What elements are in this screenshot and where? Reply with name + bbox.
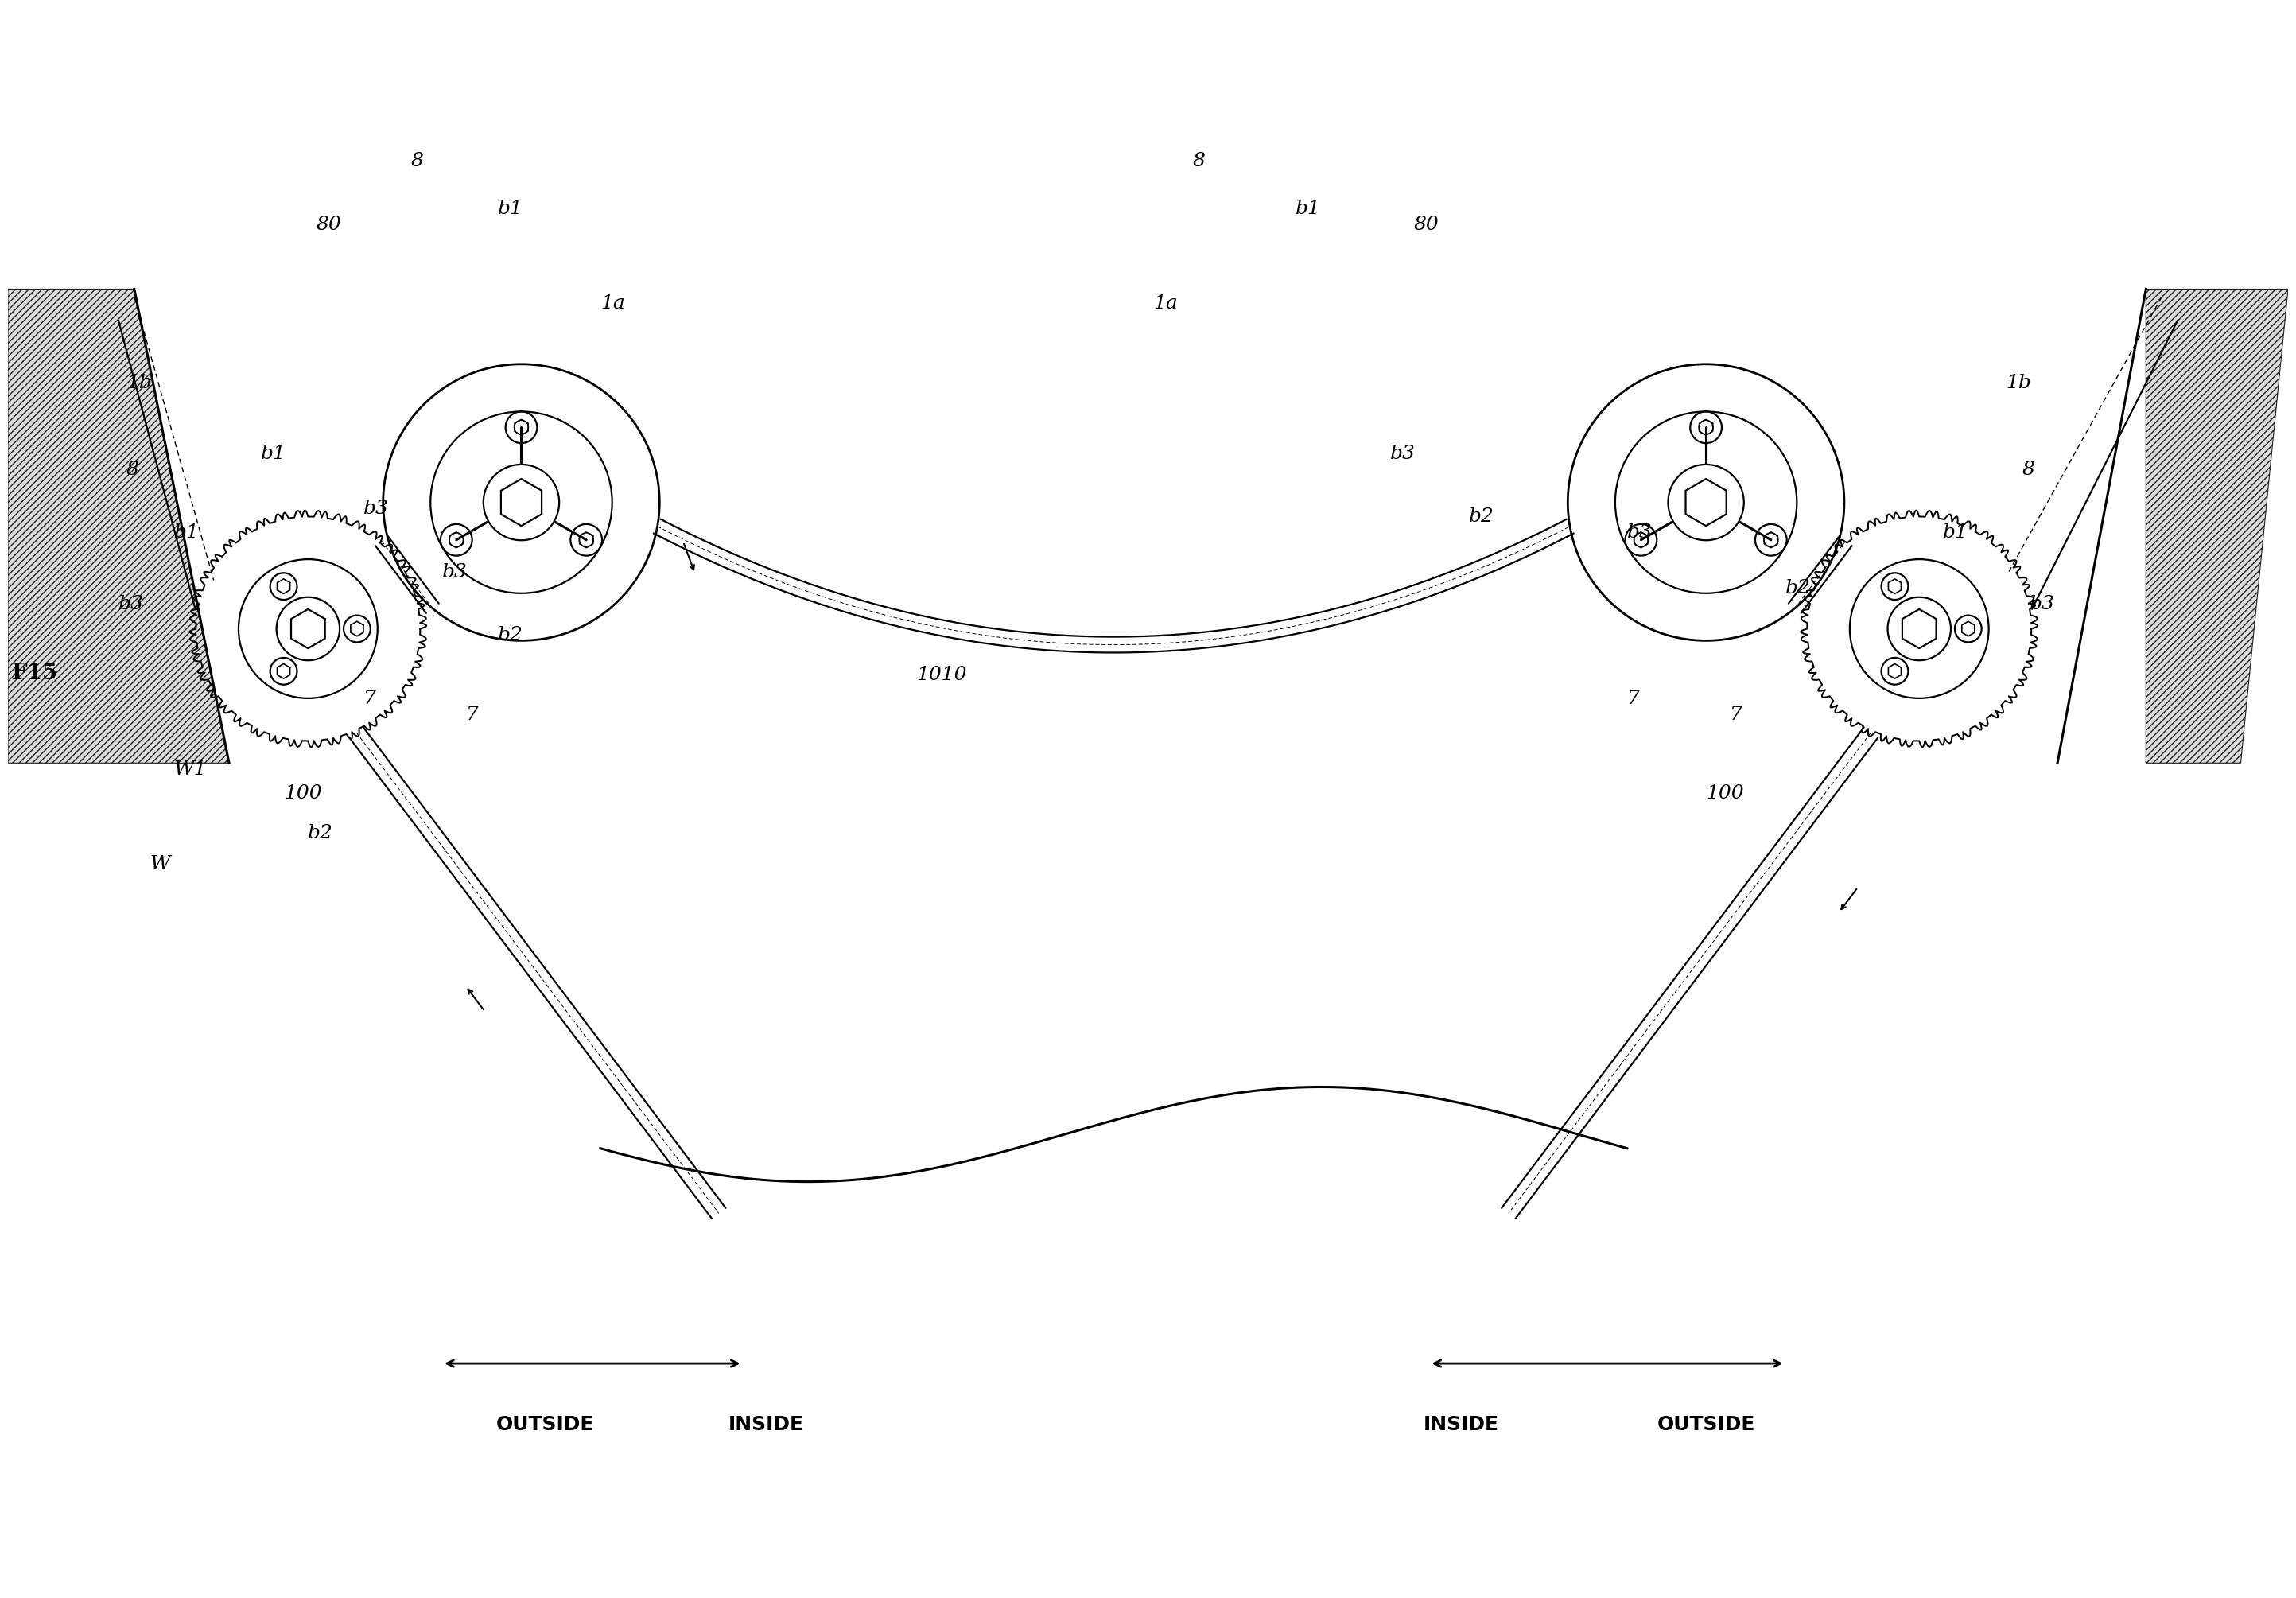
Text: 8: 8 <box>1192 152 1205 171</box>
Text: 1a: 1a <box>599 294 625 313</box>
Text: W1: W1 <box>174 761 207 778</box>
Text: 7: 7 <box>1628 689 1639 708</box>
Text: b2: b2 <box>308 823 333 842</box>
Text: 1010: 1010 <box>916 666 967 684</box>
Polygon shape <box>7 289 230 764</box>
Text: b1: b1 <box>262 444 287 463</box>
Text: b2: b2 <box>498 626 523 644</box>
Text: 1a: 1a <box>1153 294 1178 313</box>
Text: 1b: 1b <box>126 374 152 392</box>
Text: b1: b1 <box>174 524 200 542</box>
Text: 7: 7 <box>1729 705 1743 724</box>
Text: OUTSIDE: OUTSIDE <box>1658 1416 1754 1435</box>
Text: OUTSIDE: OUTSIDE <box>496 1416 595 1435</box>
Text: F15: F15 <box>11 663 57 684</box>
Text: 100: 100 <box>1706 785 1745 802</box>
Text: b3: b3 <box>119 594 145 614</box>
Text: b3: b3 <box>1628 524 1653 542</box>
Text: 7: 7 <box>363 689 377 708</box>
Text: b1: b1 <box>498 200 523 217</box>
Text: INSIDE: INSIDE <box>728 1416 804 1435</box>
Polygon shape <box>2147 289 2289 764</box>
Text: b3: b3 <box>2030 594 2055 614</box>
Text: INSIDE: INSIDE <box>1424 1416 1499 1435</box>
Text: 100: 100 <box>285 785 321 802</box>
Text: 1b: 1b <box>2007 374 2032 392</box>
Text: b3: b3 <box>443 562 468 582</box>
Text: 7: 7 <box>466 705 478 724</box>
Text: 80: 80 <box>317 216 342 233</box>
Text: 80: 80 <box>1414 216 1440 233</box>
Text: b1: b1 <box>1295 200 1320 217</box>
Text: b2: b2 <box>1784 578 1809 598</box>
Text: b2: b2 <box>1469 508 1495 526</box>
Text: 8: 8 <box>411 152 422 171</box>
Text: b3: b3 <box>1389 444 1414 463</box>
Text: 8: 8 <box>126 460 140 479</box>
Text: b3: b3 <box>363 500 388 518</box>
Text: W: W <box>149 855 170 874</box>
Text: 8: 8 <box>2023 460 2034 479</box>
Text: b1: b1 <box>1942 524 1968 542</box>
